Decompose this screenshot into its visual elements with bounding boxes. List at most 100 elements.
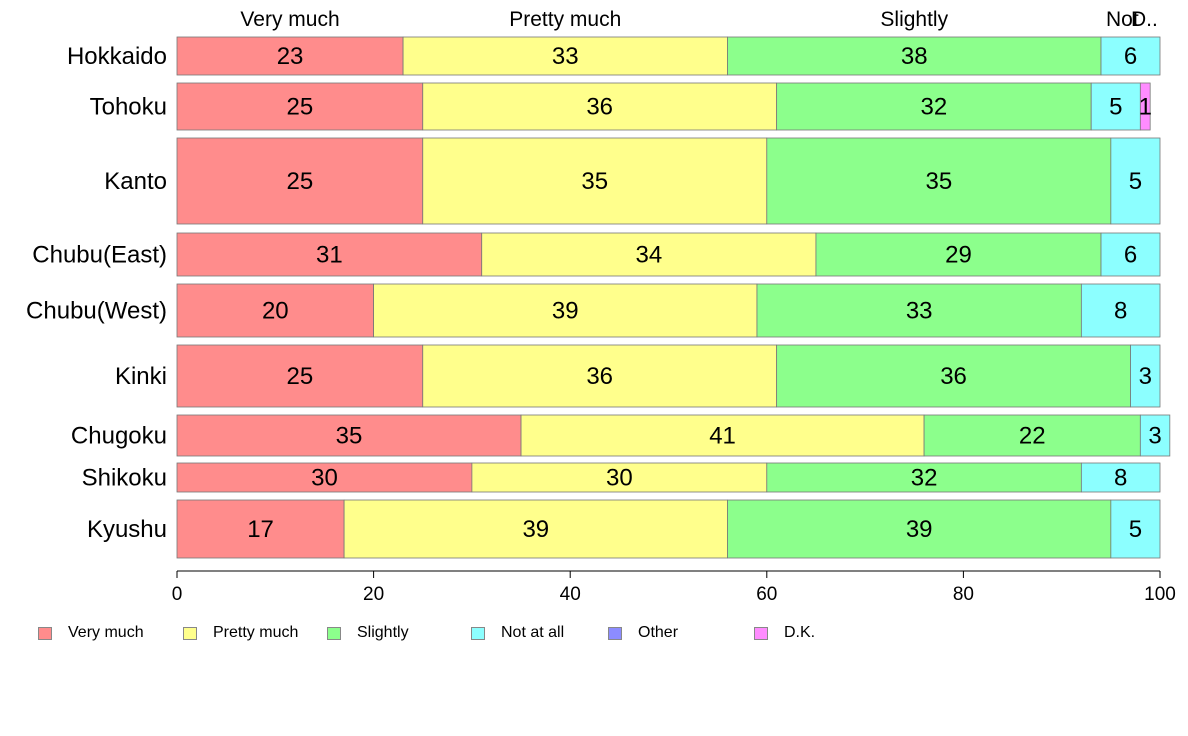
legend-item-very-much: Very much [38, 624, 144, 642]
bar-kanto-very-much [176, 137, 424, 225]
legend-item-other: Other [608, 624, 678, 642]
bar-chubu-east-pretty-much [481, 232, 817, 277]
data-label: 32 [921, 94, 948, 121]
legend-swatch [183, 626, 197, 640]
bar-chubu-west-not-at-all [1080, 283, 1161, 338]
bar-chubu-east-very-much [176, 232, 483, 277]
bar-shikoku-very-much [176, 462, 473, 493]
x-tick-label: 20 [363, 584, 384, 605]
column-header-not: Not [1106, 8, 1139, 31]
bar-chugoku-very-much [176, 414, 522, 457]
data-label: 33 [552, 43, 579, 70]
bar-kanto-not-at-all [1110, 137, 1161, 225]
bar-tohoku-not-at-all [1090, 82, 1141, 131]
data-label: 39 [906, 516, 933, 543]
bar-kinki-not-at-all [1130, 344, 1161, 408]
data-label: 5 [1129, 168, 1142, 195]
data-label: 35 [925, 168, 952, 195]
legend-item-slightly: Slightly [327, 624, 409, 642]
data-label: 6 [1124, 242, 1137, 269]
legend-swatch [754, 626, 768, 640]
bar-chugoku-pretty-much [520, 414, 925, 457]
legend-item-not-at-all: Not at all [471, 624, 564, 642]
bar-chugoku-slightly [923, 414, 1141, 457]
legend-swatch [38, 626, 52, 640]
bar-kinki-pretty-much [422, 344, 778, 408]
bar-hokkaido-slightly [727, 36, 1102, 76]
data-label: 3 [1148, 423, 1161, 450]
legend: Very much Pretty much Slightly Not at all Ot… [38, 624, 1158, 644]
bar-hokkaido-very-much [176, 36, 404, 76]
data-label: 22 [1019, 423, 1046, 450]
category-label-kinki: Kinki [115, 363, 167, 390]
category-label-kyushu: Kyushu [87, 516, 167, 543]
data-label: 17 [247, 516, 274, 543]
bar-kanto-pretty-much [422, 137, 768, 225]
bar-chubu-west-pretty-much [373, 283, 758, 338]
legend-label: Slightly [357, 624, 409, 641]
category-label-chubu-east: Chubu(East) [32, 242, 167, 269]
data-label: 31 [316, 242, 343, 269]
bar-tohoku-slightly [776, 82, 1092, 131]
data-label: 41 [709, 423, 736, 450]
category-labels: Hokkaido Tohoku Kanto Chubu(East) Chubu(West… [26, 43, 167, 543]
legend-swatch [471, 626, 485, 640]
legend-label: Other [638, 624, 679, 641]
data-label: 6 [1124, 43, 1137, 70]
data-label: 29 [945, 242, 972, 269]
data-label: 33 [906, 298, 933, 325]
legend-label: D.K. [784, 624, 816, 641]
bar-tohoku-very-much [176, 82, 424, 131]
legend-label: Very much [68, 624, 144, 641]
data-label: 5 [1109, 94, 1122, 121]
bar-kyushu-very-much [176, 499, 345, 559]
data-label: 8 [1114, 298, 1127, 325]
data-label: 25 [287, 168, 314, 195]
data-label: 25 [287, 363, 314, 390]
bar-tohoku-d-k [1139, 82, 1151, 131]
bar-chugoku-not-at-all [1139, 414, 1171, 457]
data-label: 34 [635, 242, 662, 269]
category-label-tohoku: Tohoku [90, 94, 167, 121]
data-label: 8 [1114, 465, 1127, 492]
column-header-d: D.. [1131, 8, 1158, 31]
x-tick-label: 0 [172, 584, 183, 605]
bar-hokkaido-pretty-much [402, 36, 728, 76]
data-label: 23 [277, 43, 304, 70]
column-header-very-much: Very much [240, 8, 339, 31]
bar-shikoku-pretty-much [471, 462, 768, 493]
category-label-hokkaido: Hokkaido [67, 43, 167, 70]
bar-kyushu-not-at-all [1110, 499, 1161, 559]
data-label: 36 [586, 94, 613, 121]
x-tick-label: 40 [560, 584, 581, 605]
legend-label: Pretty much [213, 624, 299, 641]
bar-kinki-very-much [176, 344, 424, 408]
x-axis: 0 20 40 60 80 100 [172, 570, 1176, 605]
category-label-chugoku: Chugoku [71, 423, 167, 450]
data-label: 20 [262, 298, 289, 325]
bar-kinki-slightly [776, 344, 1131, 408]
legend-label: Not at all [501, 624, 565, 641]
data-label: 36 [586, 363, 613, 390]
bar-chubu-west-slightly [756, 283, 1082, 338]
data-label: 32 [911, 465, 938, 492]
data-label: 39 [552, 298, 579, 325]
category-label-kanto: Kanto [104, 168, 167, 195]
category-label-shikoku: Shikoku [82, 465, 167, 492]
data-label: 25 [287, 94, 314, 121]
data-label: 1 [1139, 94, 1152, 121]
data-label: 3 [1139, 363, 1152, 390]
data-label: 5 [1129, 516, 1142, 543]
x-tick-label: 60 [756, 584, 777, 605]
bar-shikoku-not-at-all [1080, 462, 1161, 493]
data-label: 36 [940, 363, 967, 390]
legend-item-d-k: D.K. [754, 624, 815, 642]
bar-kyushu-pretty-much [343, 499, 728, 559]
legend-swatch [608, 626, 622, 640]
x-tick-label: 100 [1144, 584, 1176, 605]
data-label: 30 [606, 465, 633, 492]
legend-item-pretty-much: Pretty much [183, 624, 298, 642]
bars-group: 23 33 38 625 36 32 5 125 35 35 531 34 29 620 39 33 825 36… [176, 36, 1171, 559]
